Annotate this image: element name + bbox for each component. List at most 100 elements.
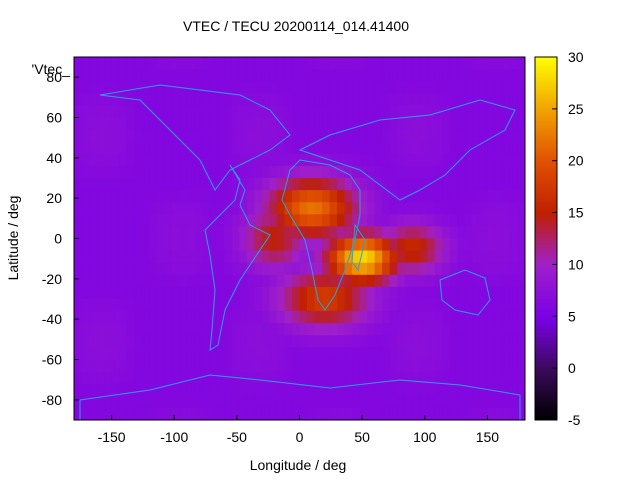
heatmap-cell xyxy=(397,190,406,203)
heatmap-cell xyxy=(269,57,278,70)
heatmap-cell xyxy=(472,105,481,119)
heatmap-cell xyxy=(209,383,218,397)
heatmap-cell xyxy=(412,117,421,131)
heatmap-cell xyxy=(329,335,338,348)
heatmap-cell xyxy=(374,274,383,288)
heatmap-cell xyxy=(171,178,180,191)
heatmap-cell xyxy=(164,311,173,324)
heatmap-cell xyxy=(374,335,383,348)
heatmap-cell xyxy=(367,214,376,227)
colorbar-tick-label: 15 xyxy=(568,205,584,221)
heatmap-cell xyxy=(397,93,406,106)
heatmap-cell xyxy=(494,335,504,348)
heatmap-cell xyxy=(141,153,150,167)
heatmap-cell xyxy=(246,311,255,324)
heatmap-cell xyxy=(209,202,218,215)
heatmap-cell xyxy=(509,214,519,227)
heatmap-cell xyxy=(359,323,368,336)
heatmap-cell xyxy=(374,190,383,203)
heatmap-cell xyxy=(224,311,233,324)
heatmap-cell xyxy=(509,383,519,397)
heatmap-cell xyxy=(141,117,150,131)
heatmap-cell xyxy=(96,153,105,167)
heatmap-cell xyxy=(269,153,278,167)
heatmap-cell xyxy=(254,129,263,143)
heatmap-cell xyxy=(479,371,489,385)
heatmap-cell xyxy=(209,105,218,119)
heatmap-cell xyxy=(449,93,458,106)
heatmap-cell xyxy=(269,335,278,348)
heatmap-cell xyxy=(246,141,255,155)
heatmap-cell xyxy=(352,153,361,167)
heatmap-cell xyxy=(509,141,519,155)
heatmap-cell xyxy=(194,141,203,155)
heatmap-cell xyxy=(487,286,496,300)
heatmap-cell xyxy=(389,178,398,191)
heatmap-cell xyxy=(186,129,195,143)
heatmap-cell xyxy=(149,250,158,264)
heatmap-cell xyxy=(74,250,83,264)
heatmap-cell xyxy=(231,81,240,94)
heatmap-cell xyxy=(367,226,376,240)
heatmap-cell xyxy=(517,299,525,312)
heatmap-cell xyxy=(374,93,383,106)
heatmap-cell xyxy=(194,178,203,191)
heatmap-cell xyxy=(89,226,98,240)
heatmap-cell xyxy=(404,81,413,94)
heatmap-cell xyxy=(359,335,368,348)
heatmap-cell xyxy=(171,69,180,82)
heatmap-cell xyxy=(329,178,338,191)
heatmap-cell xyxy=(119,262,128,276)
heatmap-cell xyxy=(472,214,481,227)
heatmap-cell xyxy=(434,153,443,167)
heatmap-cell xyxy=(464,238,473,252)
heatmap-cell xyxy=(412,274,421,288)
heatmap-cell xyxy=(269,214,278,227)
heatmap-cell xyxy=(419,250,428,264)
heatmap-cell xyxy=(284,165,293,179)
heatmap-cell xyxy=(201,129,210,143)
heatmap-cell xyxy=(487,105,496,119)
heatmap-cell xyxy=(179,93,188,106)
heatmap-cell xyxy=(291,117,301,131)
heatmap-cell xyxy=(284,335,293,348)
heatmap-cell xyxy=(419,347,428,361)
x-tick-label: 150 xyxy=(476,429,500,445)
heatmap-cell xyxy=(472,371,481,385)
heatmap-cell xyxy=(509,250,519,264)
heatmap-cell xyxy=(442,274,451,288)
heatmap-cell xyxy=(367,238,376,252)
heatmap-cell xyxy=(261,395,271,409)
heatmap-cell xyxy=(322,105,331,119)
heatmap-cell xyxy=(509,335,519,348)
heatmap-cell xyxy=(209,69,218,82)
heatmap-cell xyxy=(352,347,361,361)
heatmap-cell xyxy=(89,141,98,155)
heatmap-cell xyxy=(337,238,346,252)
heatmap-cell xyxy=(314,383,323,397)
heatmap-cell xyxy=(442,105,451,119)
heatmap-cell xyxy=(457,93,466,106)
heatmap-cell xyxy=(494,395,504,409)
heatmap-cell xyxy=(457,117,466,131)
heatmap-cell xyxy=(397,274,406,288)
heatmap-cell xyxy=(81,214,90,227)
heatmap-cell xyxy=(194,407,203,420)
heatmap-cell xyxy=(74,69,83,82)
heatmap-cell xyxy=(457,105,466,119)
heatmap-cell xyxy=(479,57,489,70)
heatmap-cell xyxy=(367,178,376,191)
heatmap-cell xyxy=(246,214,255,227)
heatmap-cell xyxy=(412,383,421,397)
heatmap-cell xyxy=(81,238,90,252)
heatmap-cell xyxy=(479,141,489,155)
heatmap-cell xyxy=(254,81,263,94)
heatmap-cell xyxy=(427,407,436,420)
heatmap-cell xyxy=(134,238,143,252)
heatmap-cell xyxy=(322,214,331,227)
heatmap-cell xyxy=(502,238,511,252)
heatmap-cell xyxy=(382,274,391,288)
heatmap-cell xyxy=(156,178,165,191)
heatmap-cell xyxy=(216,165,225,179)
heatmap-cell xyxy=(382,81,391,94)
